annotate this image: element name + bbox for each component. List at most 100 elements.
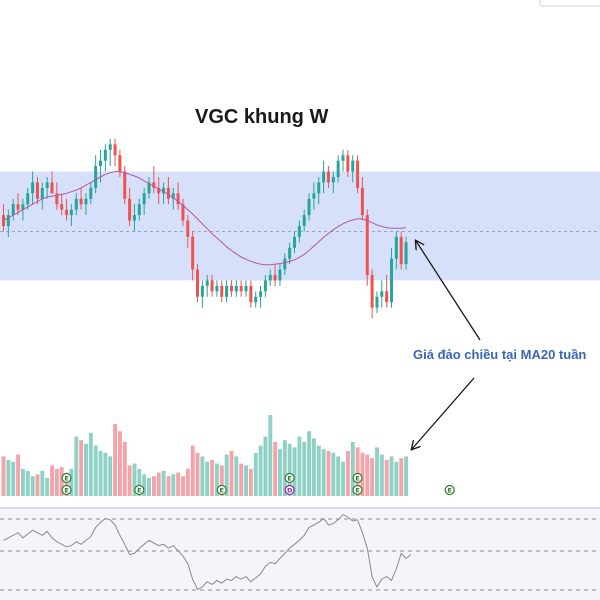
candle: [288, 242, 292, 265]
event-badge[interactable]: E: [61, 472, 72, 484]
candle-body: [181, 204, 185, 221]
event-badge-circle: [61, 484, 72, 496]
candle-body: [385, 291, 389, 303]
candle: [162, 182, 166, 205]
candle: [312, 182, 316, 210]
volume-bar: [336, 456, 341, 496]
event-badge[interactable]: E: [352, 484, 363, 496]
candle-body: [225, 285, 229, 297]
volume-bar: [360, 452, 365, 496]
candle-body: [278, 269, 282, 281]
volume-bar: [1, 456, 6, 496]
volume-bar: [103, 452, 108, 496]
candle-body: [113, 144, 117, 156]
candle-body: [147, 182, 151, 194]
candle: [157, 177, 161, 205]
candle: [176, 182, 180, 210]
volume-bar: [6, 460, 11, 496]
event-badge[interactable]: E: [352, 472, 363, 484]
corner-panel: [539, 0, 600, 7]
event-badge-circle: [284, 484, 295, 496]
candle-body: [103, 149, 107, 161]
event-badge-letter: E: [64, 487, 68, 495]
volume-bar: [224, 454, 229, 496]
candle-body: [234, 285, 238, 292]
candle-body: [186, 220, 190, 237]
candle: [326, 166, 330, 188]
candle: [259, 285, 263, 308]
volume-bar: [350, 442, 355, 496]
candle: [239, 280, 243, 297]
candle-body: [84, 198, 88, 205]
volume-bar: [297, 436, 302, 496]
event-badge-letter: E: [447, 487, 451, 495]
candle-body: [162, 187, 166, 194]
candle: [404, 236, 408, 270]
volume-bar: [253, 452, 258, 496]
candle: [118, 149, 122, 177]
volume-bar: [248, 469, 253, 496]
event-badge[interactable]: E: [284, 472, 295, 484]
event-badge-circle: [61, 472, 72, 484]
candle-body: [322, 171, 326, 183]
volume-bar: [282, 440, 287, 496]
candle-body: [60, 204, 64, 210]
volume-bar: [394, 461, 399, 496]
volume-bar: [98, 451, 103, 496]
candle-body: [142, 193, 146, 205]
candle: [375, 291, 379, 314]
candle: [152, 166, 156, 194]
candle-body: [132, 215, 136, 221]
volume-bar: [84, 443, 88, 496]
candle: [6, 209, 10, 237]
chart-title: VGC khung W: [195, 106, 328, 128]
candle-body: [65, 209, 69, 216]
candle: [399, 231, 403, 270]
candle: [181, 198, 185, 226]
candle: [142, 187, 146, 216]
volume-bar: [379, 454, 384, 496]
candle: [346, 149, 350, 177]
candle-body: [94, 166, 98, 188]
event-badge[interactable]: E: [444, 484, 455, 496]
volume-bar: [234, 456, 239, 496]
candle: [307, 193, 311, 221]
event-badge-circle: [216, 484, 227, 496]
candle: [297, 220, 301, 243]
candle-body: [259, 291, 263, 297]
candle-body: [360, 187, 364, 216]
candle-body: [346, 155, 350, 172]
price-pane: [0, 138, 600, 319]
candle: [45, 177, 49, 199]
event-badge-letter: E: [64, 475, 68, 483]
volume-bar: [147, 478, 151, 496]
arrow-to-price: [416, 241, 481, 341]
candle: [229, 280, 233, 297]
candle-body: [176, 193, 180, 205]
candle: [94, 155, 98, 194]
candle-body: [302, 215, 306, 226]
candle-body: [297, 226, 301, 237]
candle: [370, 269, 374, 319]
candle: [278, 264, 282, 286]
candle-body: [341, 155, 345, 161]
event-badge[interactable]: E: [61, 484, 72, 496]
event-badge[interactable]: D: [284, 484, 295, 496]
event-badge[interactable]: E: [134, 484, 145, 496]
event-badge[interactable]: E: [216, 484, 227, 496]
volume-bar: [132, 463, 137, 496]
volume-bar: [166, 476, 171, 496]
candle: [268, 269, 272, 286]
volume-bar: [302, 442, 307, 496]
candle: [113, 138, 117, 167]
candle-body: [331, 177, 335, 183]
candle-body: [137, 204, 141, 216]
volume-bar: [185, 469, 190, 496]
candle: [210, 275, 214, 297]
candle: [128, 187, 132, 226]
volume-bar: [404, 456, 409, 496]
volume-bar: [331, 452, 336, 496]
candle: [186, 215, 190, 248]
candle-body: [50, 182, 54, 194]
rsi-background: [0, 508, 600, 600]
